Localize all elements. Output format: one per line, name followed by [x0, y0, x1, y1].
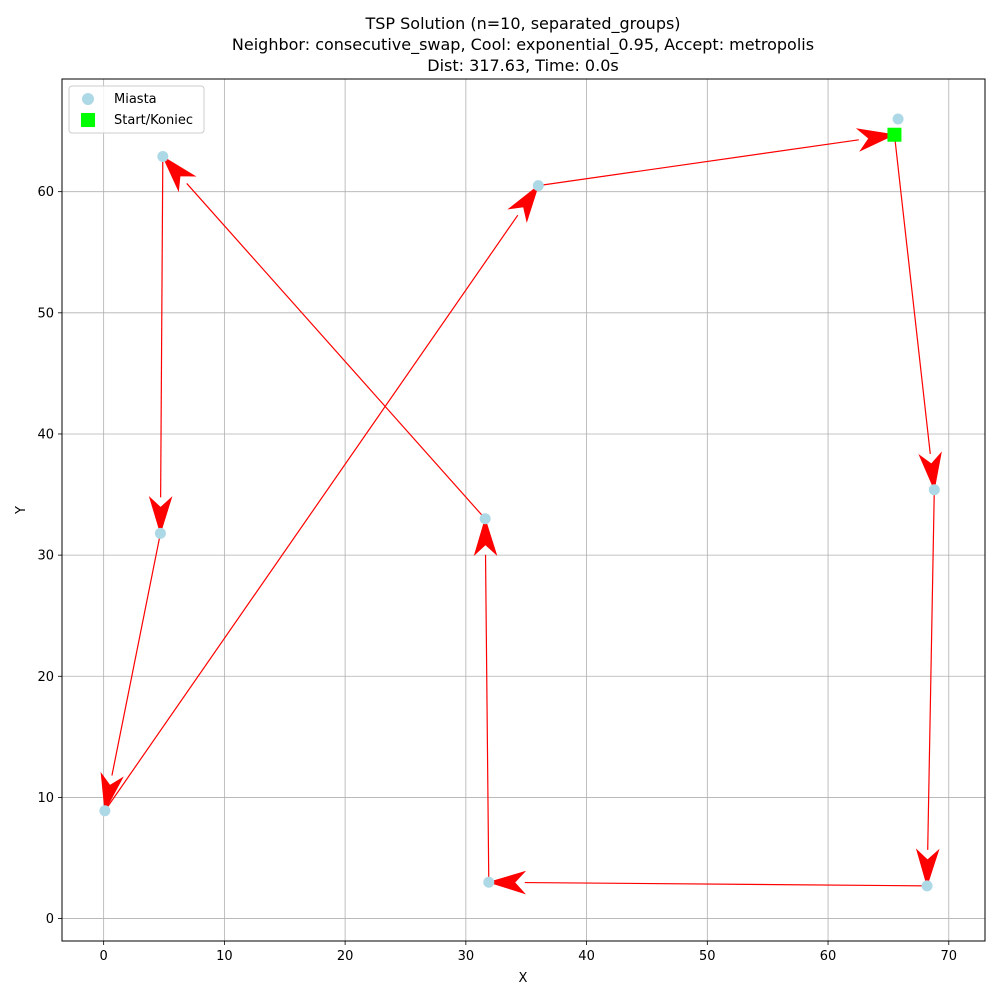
legend-start-label: Start/Koniec — [114, 113, 193, 128]
title-line-3: Dist: 317.63, Time: 0.0s — [427, 56, 618, 75]
route-arrowhead — [507, 184, 540, 223]
start-end-point — [887, 127, 902, 142]
route-arrowhead — [161, 155, 197, 193]
y-axis-label: Y — [14, 506, 29, 515]
route-segment — [893, 134, 931, 454]
axis-ticks: 0 10 20 30 40 50 60 70 0 10 20 30 40 50 60 — [37, 185, 957, 964]
route-arrowhead — [855, 128, 896, 152]
city-point — [157, 151, 169, 163]
x-axis-label: X — [519, 971, 528, 986]
x-tick-label: 60 — [820, 949, 837, 964]
route-segment — [927, 489, 935, 850]
route-arrowhead — [918, 451, 942, 492]
title-line-1: TSP Solution (n=10, separated_groups) — [364, 14, 680, 34]
x-tick-label: 40 — [578, 949, 595, 964]
city-point — [892, 113, 904, 125]
x-tick-label: 10 — [216, 949, 233, 964]
city-point — [479, 513, 491, 525]
x-tick-label: 0 — [100, 949, 108, 964]
x-tick-label: 20 — [337, 949, 354, 964]
plot-area-frame — [61, 78, 986, 942]
legend-start-marker — [81, 113, 95, 127]
y-tick-label: 50 — [37, 306, 54, 321]
city-point — [532, 180, 544, 192]
city-point — [921, 880, 933, 892]
x-tick-label: 70 — [941, 949, 958, 964]
city-point — [99, 805, 111, 817]
grid — [62, 79, 985, 941]
city-point — [154, 527, 166, 539]
y-tick-label: 20 — [37, 670, 54, 685]
route-segment — [484, 554, 490, 883]
route-arrowhead — [100, 771, 124, 813]
legend-box — [68, 85, 205, 134]
title-line-2: Neighbor: consecutive_swap, Cool: expone… — [232, 35, 814, 55]
x-tick-label: 30 — [458, 949, 475, 964]
route-arrowhead — [915, 848, 940, 888]
city-point — [483, 876, 495, 888]
route-arrows — [100, 128, 942, 895]
route-arrowhead — [148, 495, 173, 535]
legend-city-label: Miasta — [114, 92, 157, 107]
x-tick-label: 50 — [699, 949, 716, 964]
city-point — [928, 484, 940, 496]
route-segment — [186, 183, 486, 520]
chart-title: TSP Solution (n=10, separated_groups) Ne… — [232, 14, 814, 75]
route-segment — [524, 881, 928, 887]
city-points — [99, 113, 940, 892]
route-arrowhead — [487, 870, 527, 895]
legend: Miasta Start/Koniec — [68, 85, 205, 134]
y-tick-label: 0 — [46, 912, 54, 927]
route-segment — [538, 139, 859, 187]
route-segment — [111, 533, 161, 776]
route-segment — [104, 214, 519, 812]
legend-city-marker — [82, 93, 94, 105]
y-tick-label: 30 — [37, 549, 54, 564]
route-arrowhead — [473, 517, 498, 557]
y-tick-label: 10 — [37, 791, 54, 806]
y-tick-label: 60 — [37, 185, 54, 200]
y-tick-label: 40 — [37, 427, 54, 442]
route-segment — [160, 156, 164, 498]
